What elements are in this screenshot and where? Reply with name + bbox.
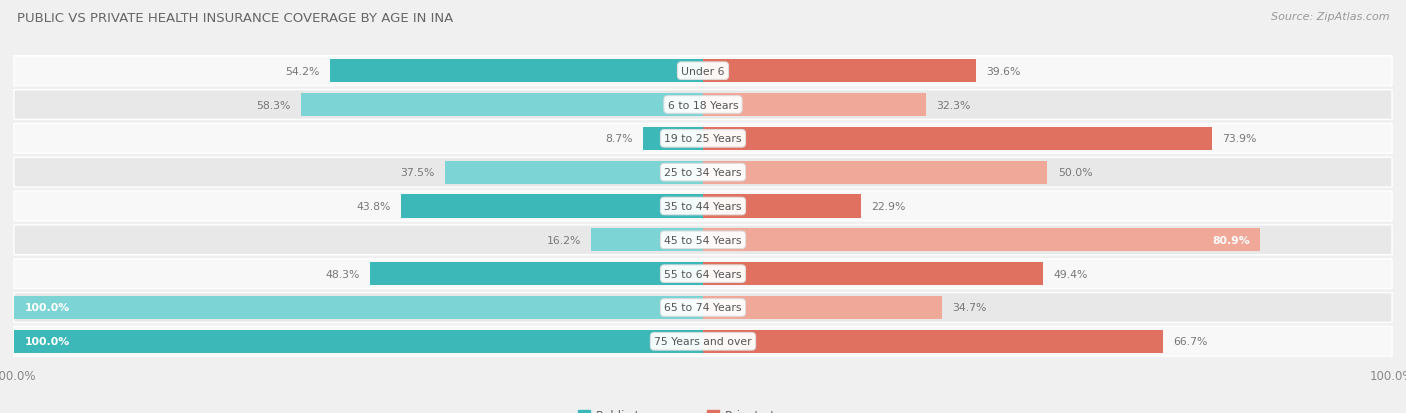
Text: 45 to 54 Years: 45 to 54 Years — [664, 235, 742, 245]
Bar — [401, 195, 703, 218]
FancyBboxPatch shape — [14, 259, 1392, 289]
Text: 43.8%: 43.8% — [357, 202, 391, 211]
Text: 80.9%: 80.9% — [1212, 235, 1250, 245]
FancyBboxPatch shape — [14, 327, 1392, 356]
Text: 100.0%: 100.0% — [24, 303, 70, 313]
Legend: Public Insurance, Private Insurance: Public Insurance, Private Insurance — [574, 404, 832, 413]
Text: 22.9%: 22.9% — [872, 202, 905, 211]
FancyBboxPatch shape — [14, 158, 1392, 188]
Bar — [703, 195, 860, 218]
Text: 75 Years and over: 75 Years and over — [654, 337, 752, 347]
FancyBboxPatch shape — [14, 192, 1392, 221]
Text: 100.0%: 100.0% — [24, 337, 70, 347]
Text: 37.5%: 37.5% — [399, 168, 434, 178]
Text: 8.7%: 8.7% — [605, 134, 633, 144]
Text: 25 to 34 Years: 25 to 34 Years — [664, 168, 742, 178]
Text: 32.3%: 32.3% — [936, 100, 970, 110]
Bar — [14, 330, 703, 353]
Text: 58.3%: 58.3% — [257, 100, 291, 110]
Text: 6 to 18 Years: 6 to 18 Years — [668, 100, 738, 110]
Bar — [592, 229, 703, 252]
Text: 54.2%: 54.2% — [285, 66, 319, 76]
Text: 55 to 64 Years: 55 to 64 Years — [664, 269, 742, 279]
Text: 35 to 44 Years: 35 to 44 Years — [664, 202, 742, 211]
Text: Under 6: Under 6 — [682, 66, 724, 76]
Bar — [14, 296, 703, 319]
FancyBboxPatch shape — [14, 293, 1392, 323]
Text: 66.7%: 66.7% — [1173, 337, 1208, 347]
Text: 65 to 74 Years: 65 to 74 Years — [664, 303, 742, 313]
Text: 39.6%: 39.6% — [986, 66, 1021, 76]
Bar — [301, 94, 703, 117]
Bar — [703, 296, 942, 319]
FancyBboxPatch shape — [14, 90, 1392, 120]
Bar — [444, 161, 703, 184]
Text: Source: ZipAtlas.com: Source: ZipAtlas.com — [1271, 12, 1389, 22]
Bar — [703, 60, 976, 83]
Text: 50.0%: 50.0% — [1057, 168, 1092, 178]
Bar — [329, 60, 703, 83]
Bar — [370, 263, 703, 285]
Text: 48.3%: 48.3% — [326, 269, 360, 279]
FancyBboxPatch shape — [14, 225, 1392, 255]
FancyBboxPatch shape — [14, 124, 1392, 154]
Bar — [703, 94, 925, 117]
Bar — [703, 128, 1212, 150]
FancyBboxPatch shape — [14, 57, 1392, 86]
Bar — [703, 330, 1163, 353]
Text: 73.9%: 73.9% — [1222, 134, 1257, 144]
Text: 19 to 25 Years: 19 to 25 Years — [664, 134, 742, 144]
Bar — [703, 161, 1047, 184]
Bar — [703, 229, 1260, 252]
Text: 34.7%: 34.7% — [952, 303, 987, 313]
Bar — [643, 128, 703, 150]
Text: PUBLIC VS PRIVATE HEALTH INSURANCE COVERAGE BY AGE IN INA: PUBLIC VS PRIVATE HEALTH INSURANCE COVER… — [17, 12, 453, 25]
Text: 49.4%: 49.4% — [1053, 269, 1088, 279]
Text: 16.2%: 16.2% — [547, 235, 581, 245]
Bar — [703, 263, 1043, 285]
